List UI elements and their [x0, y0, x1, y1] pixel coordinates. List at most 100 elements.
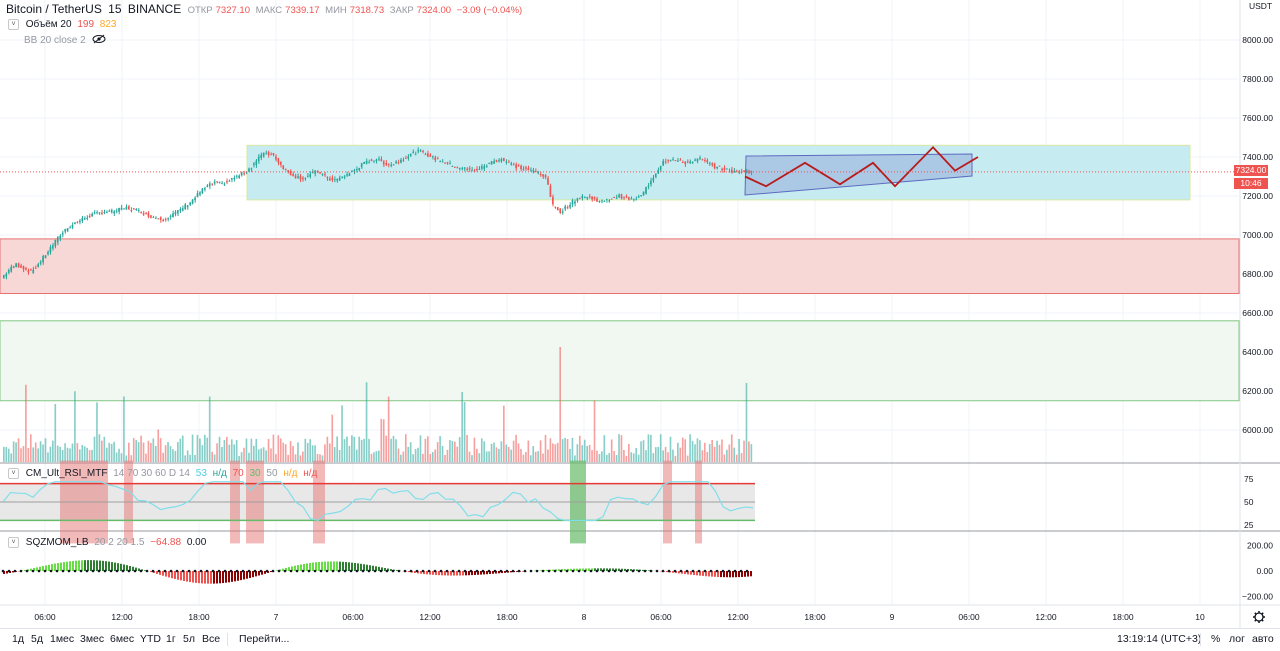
- range-5d[interactable]: 5д: [31, 633, 43, 645]
- candle-body: [23, 266, 25, 269]
- volume-bar: [675, 456, 677, 462]
- sqz-bar: [606, 568, 608, 571]
- range-6m[interactable]: 6мес: [110, 633, 134, 645]
- volume-bar: [505, 445, 507, 462]
- sqz-bar: [48, 565, 50, 571]
- candle-body: [466, 169, 468, 170]
- rsi-params: 14 70 30 60 D 14: [113, 468, 190, 479]
- log-toggle[interactable]: лог: [1229, 633, 1245, 645]
- sqz-bar: [120, 564, 122, 571]
- sqz-bar: [456, 571, 458, 576]
- sqz-dot: [608, 570, 611, 573]
- volume-bar: [692, 441, 694, 462]
- sqz-dot: [440, 570, 443, 573]
- rsi-label[interactable]: CM_Ult_RSI_MTF: [26, 468, 108, 479]
- candle-body: [532, 170, 534, 172]
- candle-body: [694, 160, 696, 161]
- candle-body: [177, 210, 179, 213]
- volume-bar: [550, 438, 552, 462]
- volume-bar: [290, 441, 292, 462]
- candle-body: [346, 174, 348, 175]
- volume-bar: [184, 455, 186, 462]
- collapse-icon[interactable]: ˅: [8, 537, 19, 548]
- sqz-dot: [692, 570, 695, 573]
- candle-body: [721, 169, 723, 170]
- sqz-bar: [486, 571, 488, 574]
- sqz-bar: [708, 571, 710, 576]
- sqz-bar: [24, 570, 26, 571]
- sqz-bar: [450, 571, 452, 576]
- volume-bar: [268, 439, 270, 462]
- volume-bar: [79, 449, 81, 462]
- collapse-icon[interactable]: ˅: [8, 19, 19, 30]
- sqz-bar: [96, 560, 98, 571]
- sqz-bar: [6, 571, 8, 573]
- volume-bar: [309, 439, 311, 462]
- volume-bar: [307, 443, 309, 462]
- eye-off-icon[interactable]: [92, 34, 106, 47]
- sqz-bar: [333, 561, 335, 571]
- candle-body: [716, 167, 718, 168]
- bb-label[interactable]: BB 20 close 2: [24, 35, 86, 46]
- candle-body: [677, 161, 679, 162]
- candle-body: [322, 174, 324, 175]
- volume-bar: [133, 438, 135, 462]
- candle-body: [483, 166, 485, 169]
- auto-toggle[interactable]: авто: [1252, 633, 1274, 645]
- candle-body: [84, 218, 86, 219]
- volume-bar: [665, 447, 667, 462]
- volume-bar: [211, 452, 213, 462]
- volume-bar: [138, 442, 140, 462]
- sqz-bar: [75, 561, 77, 571]
- volume-bar: [175, 451, 177, 462]
- candle-body: [5, 274, 7, 277]
- percent-toggle[interactable]: %: [1211, 633, 1220, 645]
- rsi-axis-label: 75: [1244, 474, 1254, 484]
- candle-body: [488, 163, 490, 164]
- chart-canvas[interactable]: 8000.007800.007600.007400.007200.007000.…: [0, 0, 1280, 630]
- symbol-title[interactable]: Bitcoin / TetherUS: [6, 2, 102, 16]
- gear-tooth: [1262, 620, 1263, 621]
- volume-bar: [116, 452, 118, 462]
- clock[interactable]: 13:19:14 (UTC+3): [1117, 633, 1201, 645]
- range-1d[interactable]: 1д: [12, 633, 24, 645]
- volume-bar: [69, 448, 71, 462]
- sqz-label[interactable]: SQZMOM_LB: [26, 537, 89, 548]
- candle-body: [702, 159, 704, 160]
- sqz-bar: [114, 563, 116, 571]
- volume-bar: [179, 439, 181, 462]
- volume-bar: [417, 448, 419, 462]
- range-ytd[interactable]: YTD: [140, 633, 161, 645]
- sqz-bar: [582, 568, 584, 571]
- candle-body: [665, 161, 667, 162]
- range-3m[interactable]: 3мес: [80, 633, 104, 645]
- range-all[interactable]: Все: [202, 633, 220, 645]
- sqz-dot: [194, 570, 197, 573]
- candle-body: [444, 162, 446, 163]
- time-axis-label: 8: [582, 612, 587, 622]
- volume-label[interactable]: Объём 20: [26, 19, 72, 30]
- sqz-bar: [282, 569, 284, 571]
- volume-bar: [748, 441, 750, 462]
- volume-bar: [618, 434, 620, 462]
- range-1m[interactable]: 1мес: [50, 633, 74, 645]
- range-1y[interactable]: 1г: [166, 633, 176, 645]
- volume-bar: [547, 450, 549, 462]
- goto-button[interactable]: Перейти...: [239, 633, 289, 645]
- candle-body: [106, 212, 108, 213]
- sqz-bar: [177, 571, 179, 580]
- sqz-bar: [420, 571, 422, 574]
- range-5y[interactable]: 5л: [183, 633, 195, 645]
- volume-bar: [358, 437, 360, 462]
- volume-bar: [569, 449, 571, 462]
- sqz-bar: [150, 571, 152, 572]
- candle-body: [15, 263, 17, 267]
- candle-body: [69, 227, 71, 228]
- candle-body: [481, 166, 483, 169]
- candle-body: [121, 208, 123, 210]
- volume-bar: [706, 452, 708, 462]
- volume-bar: [135, 440, 137, 462]
- candle-body: [447, 162, 449, 163]
- collapse-icon[interactable]: ˅: [8, 468, 19, 479]
